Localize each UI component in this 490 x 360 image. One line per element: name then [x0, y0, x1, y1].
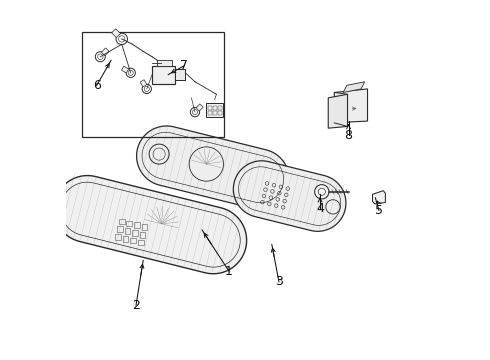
Bar — [208, 111, 212, 115]
Text: 6: 6 — [93, 79, 100, 92]
Polygon shape — [122, 66, 129, 73]
Text: 4: 4 — [316, 202, 324, 215]
Polygon shape — [54, 176, 246, 274]
Polygon shape — [343, 82, 365, 93]
Text: 1: 1 — [225, 265, 233, 278]
Bar — [142, 224, 147, 230]
Bar — [157, 60, 172, 66]
Bar — [140, 232, 146, 238]
Bar — [213, 111, 217, 115]
Text: 8: 8 — [344, 129, 353, 142]
Bar — [117, 226, 122, 232]
Bar — [175, 69, 185, 80]
Polygon shape — [334, 89, 368, 123]
Bar — [126, 221, 132, 226]
Polygon shape — [137, 126, 289, 209]
Polygon shape — [328, 94, 347, 128]
Bar — [130, 238, 136, 243]
Text: 7: 7 — [180, 59, 188, 72]
Text: 3: 3 — [275, 275, 283, 288]
Polygon shape — [196, 104, 203, 111]
Polygon shape — [372, 191, 386, 204]
Bar — [122, 236, 128, 242]
Polygon shape — [140, 80, 147, 87]
Bar — [218, 106, 222, 110]
Bar — [124, 228, 130, 234]
Bar — [208, 106, 212, 110]
Bar — [218, 111, 222, 115]
Circle shape — [142, 204, 181, 243]
Circle shape — [189, 147, 223, 181]
Text: 5: 5 — [375, 204, 383, 217]
Bar — [152, 66, 175, 84]
Text: 2: 2 — [132, 298, 140, 311]
Polygon shape — [112, 29, 121, 38]
Bar — [115, 234, 121, 240]
Bar — [206, 103, 223, 117]
Bar — [213, 106, 217, 110]
Circle shape — [330, 104, 346, 120]
Bar — [82, 32, 223, 137]
Bar — [134, 222, 140, 228]
Polygon shape — [233, 161, 346, 231]
Bar — [138, 240, 144, 246]
Polygon shape — [101, 48, 109, 56]
Circle shape — [315, 185, 329, 199]
Bar — [132, 230, 138, 236]
Bar — [119, 219, 124, 224]
